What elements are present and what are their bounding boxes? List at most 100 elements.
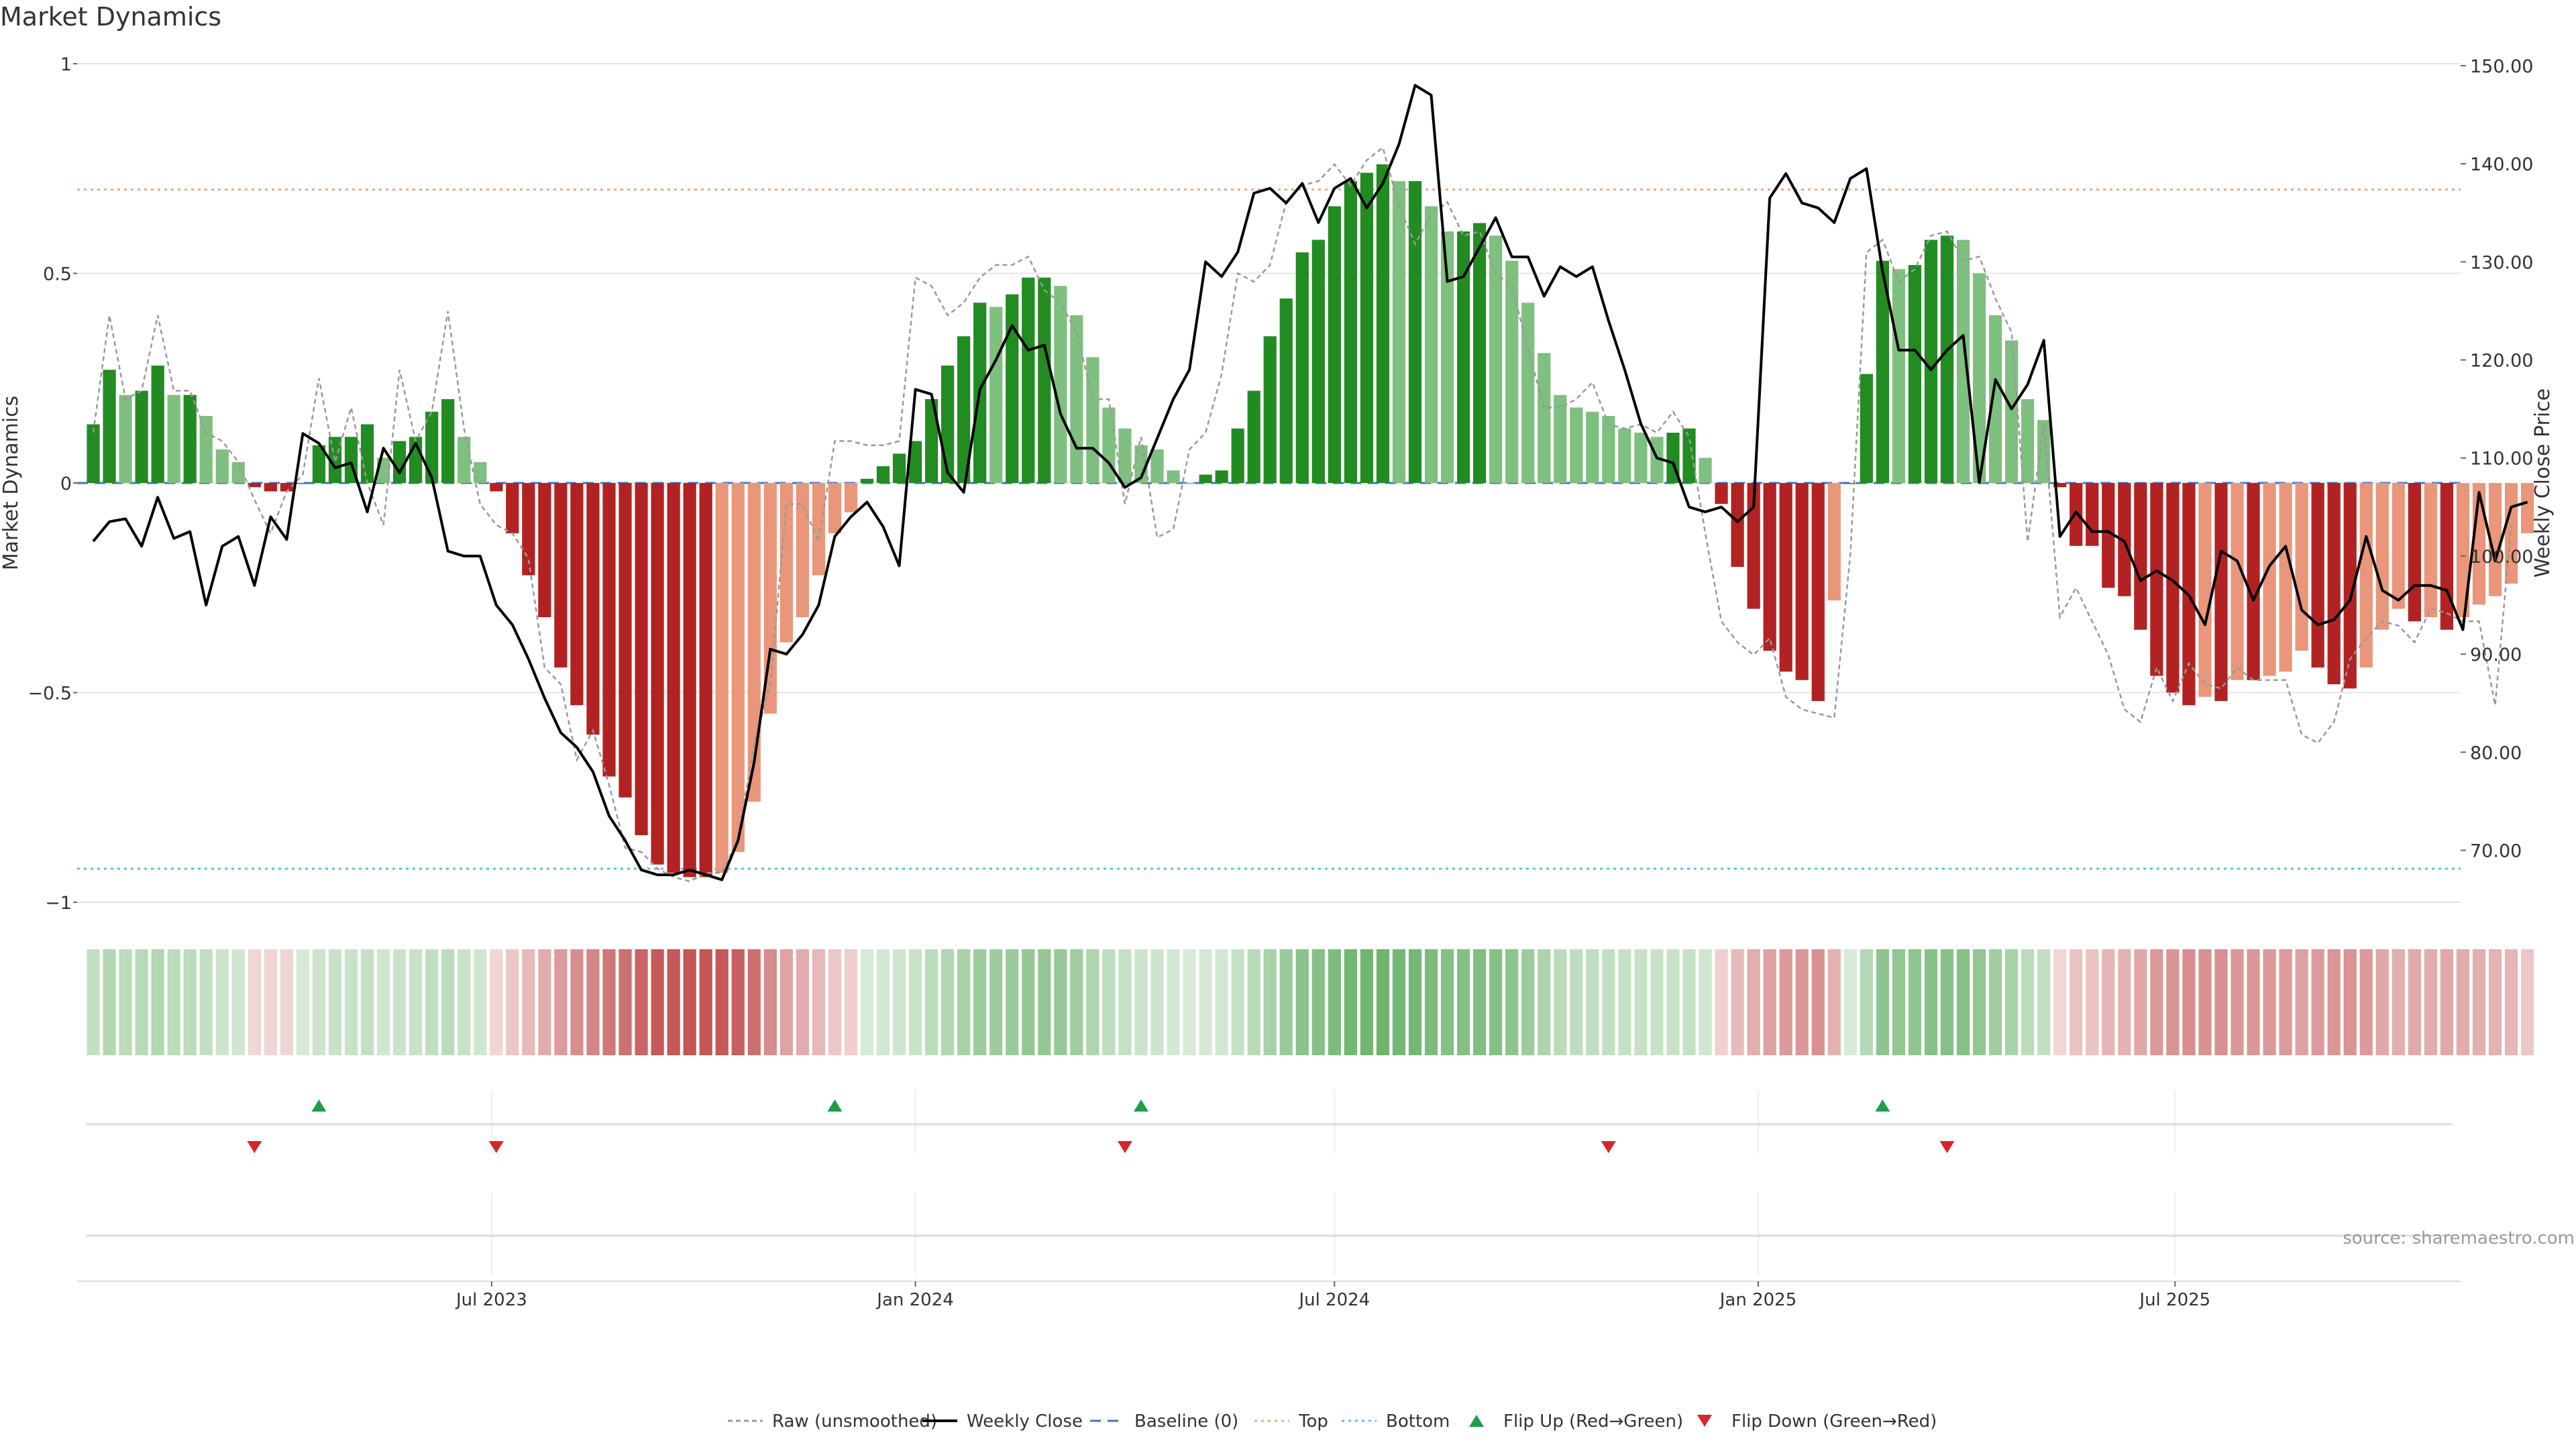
bar-mark — [296, 483, 310, 484]
heat-cell — [2004, 949, 2019, 1055]
heat-cell — [1311, 949, 1325, 1055]
heat-cell — [957, 949, 971, 1055]
bar-mark — [1892, 269, 1905, 483]
bar-mark — [2134, 483, 2147, 630]
bar-mark — [1489, 235, 1503, 483]
bar-mark — [392, 441, 407, 483]
bar-mark — [780, 483, 793, 643]
heat-cell — [151, 949, 164, 1055]
heat-cell — [1199, 949, 1212, 1055]
bar-mark — [1747, 483, 1760, 609]
heat-cell — [570, 949, 584, 1055]
bar-mark — [2311, 483, 2324, 667]
y-tick-label-right: 140.00 — [2470, 154, 2533, 175]
heat-cell — [1747, 949, 1760, 1055]
flip-up-marker — [1875, 1099, 1890, 1112]
heat-cell — [2424, 949, 2437, 1055]
regime-heat-strip — [87, 949, 2534, 1055]
bar-mark — [635, 483, 648, 835]
bar-mark — [2375, 483, 2389, 630]
bar-mark — [747, 483, 761, 802]
bar-mark — [1538, 353, 1551, 483]
heat-cell — [215, 949, 229, 1055]
heat-cell — [1811, 949, 1825, 1055]
heat-cell — [231, 949, 245, 1055]
y-tick-label-right: 120.00 — [2470, 351, 2533, 372]
heat-cell — [699, 949, 712, 1055]
bar-mark — [1586, 411, 1599, 483]
heat-cell — [1006, 949, 1019, 1055]
bar-mark — [812, 483, 825, 576]
bar-mark — [876, 466, 890, 483]
bar-mark — [231, 462, 245, 483]
heat-cell — [2150, 949, 2163, 1055]
heat-cell — [441, 949, 455, 1055]
bar-mark — [1360, 172, 1374, 483]
heat-cell — [2198, 949, 2212, 1055]
bar-mark — [1102, 407, 1116, 483]
heat-cell — [1392, 949, 1406, 1055]
x-tick-label: Jan 2024 — [875, 1290, 954, 1310]
bar-mark — [1715, 483, 1728, 504]
bar-mark — [2037, 420, 2051, 483]
flip-down-marker — [247, 1141, 262, 1153]
legend-label-close: Weekly Close — [967, 1411, 1083, 1432]
heat-cell — [280, 949, 294, 1055]
heat-cell — [667, 949, 680, 1055]
y-axis-left-label: Market Dynamics — [0, 396, 23, 571]
heat-cell — [1940, 949, 1954, 1055]
x-tick-label: Jul 2024 — [1297, 1290, 1370, 1310]
heat-cell — [344, 949, 358, 1055]
bar-mark — [360, 424, 374, 483]
y-axis-right-label: Weekly Close Price — [2531, 388, 2555, 578]
heat-cell — [1538, 949, 1551, 1055]
bar-mark — [264, 483, 277, 492]
bar-mark — [1295, 252, 1309, 483]
heat-cell — [1102, 949, 1116, 1055]
legend-label-raw: Raw (unsmoothed) — [772, 1411, 937, 1432]
heat-cell — [1134, 949, 1148, 1055]
heat-cell — [1521, 949, 1535, 1055]
y-tick-label-left: −1 — [45, 893, 72, 914]
heat-cell — [1972, 949, 1986, 1055]
heat-cell — [844, 949, 858, 1055]
bar-mark — [441, 399, 455, 483]
heat-cell — [312, 949, 326, 1055]
heat-cell — [619, 949, 632, 1055]
heat-cell — [876, 949, 890, 1055]
bar-mark — [1070, 315, 1083, 483]
bar-mark — [1988, 315, 2002, 483]
bar-mark — [1440, 231, 1454, 483]
heat-cell — [731, 949, 745, 1055]
bar-mark — [1940, 235, 1954, 483]
heat-cell — [376, 949, 390, 1055]
legend-label-baseline: Baseline (0) — [1134, 1411, 1238, 1432]
heat-cell — [554, 949, 568, 1055]
bar-mark — [167, 394, 180, 483]
bar-mark — [1763, 483, 1776, 651]
heat-cell — [651, 949, 664, 1055]
heat-cell — [1472, 949, 1487, 1055]
y-tick-label-right: 90.00 — [2470, 645, 2522, 665]
bar-mark — [1908, 265, 1922, 483]
bar-mark — [570, 483, 584, 706]
bar-mark — [924, 399, 938, 483]
heat-cell — [1763, 949, 1776, 1055]
heat-cell — [2214, 949, 2228, 1055]
bar-mark — [2053, 483, 2067, 488]
bar-mark — [103, 370, 116, 483]
heat-cell — [1344, 949, 1357, 1055]
y-tick-label-right: 70.00 — [2470, 841, 2522, 862]
heat-cell — [1440, 949, 1454, 1055]
heat-cell — [2456, 949, 2470, 1055]
heat-cell — [1715, 949, 1728, 1055]
heat-cell — [2440, 949, 2454, 1055]
bar-mark — [538, 483, 551, 617]
heat-cell — [2488, 949, 2502, 1055]
bar-mark — [1827, 483, 1841, 600]
flip-up-marker — [311, 1099, 327, 1112]
bar-mark — [425, 411, 439, 483]
heat-cell — [1183, 949, 1196, 1055]
heat-cell — [2472, 949, 2486, 1055]
bar-series — [87, 164, 2534, 877]
